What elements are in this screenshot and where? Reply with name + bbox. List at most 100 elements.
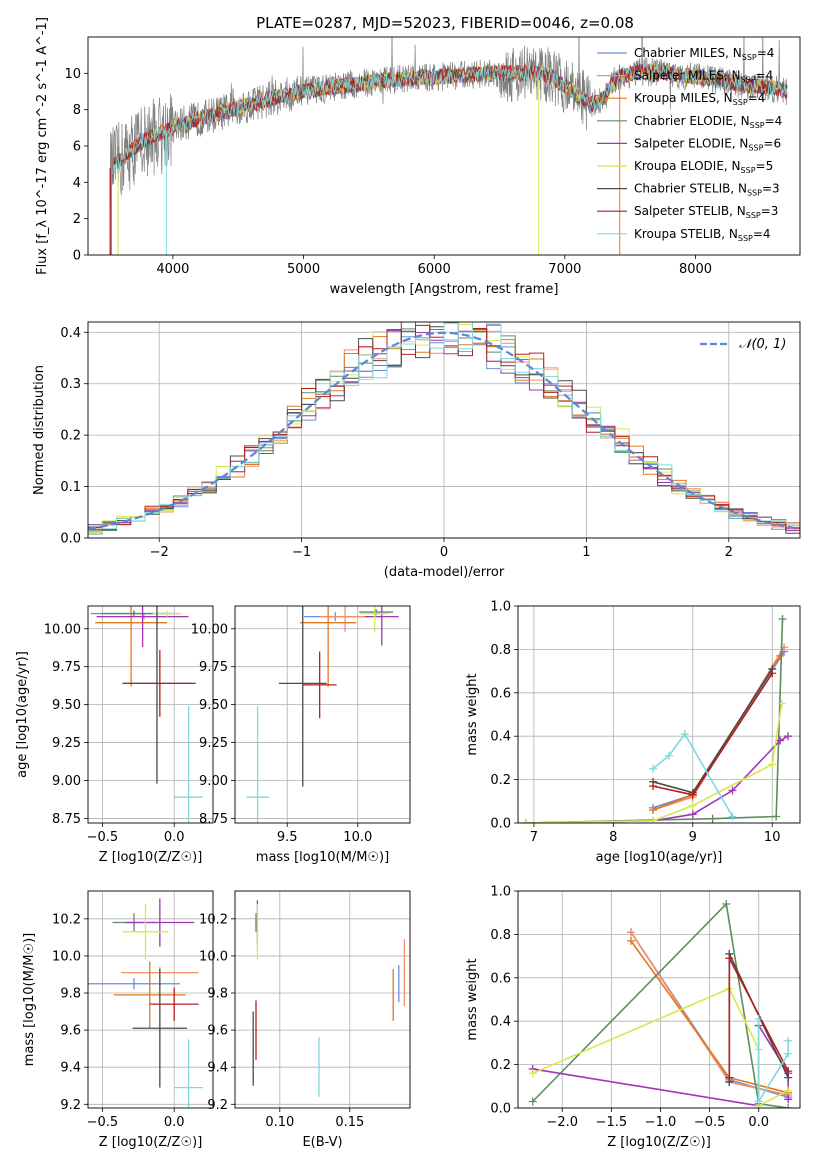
x-tick-label: 9 — [689, 830, 697, 845]
plot-area — [521, 615, 793, 823]
x-tick-label: 5000 — [287, 262, 320, 277]
x-tick-label: −1.0 — [645, 1115, 677, 1130]
legend-entry: Chabrier STELIB, NSSP=3 — [634, 182, 780, 198]
axes-frame — [87, 890, 214, 1109]
y-tick-label: 10 — [64, 67, 81, 82]
y-tick-label: 6 — [73, 140, 81, 155]
y-axis-label: Flux [f_λ 10^-17 erg cm^-2 s^-1 A^-1] — [35, 17, 50, 275]
weight-marker — [722, 900, 731, 909]
weight-marker — [768, 760, 777, 769]
y-tick-label: 10.0 — [199, 949, 228, 964]
x-tick-label: 4000 — [156, 262, 189, 277]
weight-series-line — [757, 1019, 789, 1105]
y-tick-label: 9.75 — [199, 660, 228, 675]
weight-marker — [776, 736, 785, 745]
weight-marker — [528, 1097, 537, 1106]
y-tick-label: 4 — [73, 176, 81, 191]
weight-marker — [649, 816, 658, 823]
weight-marker — [772, 812, 781, 821]
y-tick-label: 9.25 — [199, 736, 228, 751]
y-tick-label: 10.2 — [199, 912, 228, 927]
weight-marker — [784, 1049, 793, 1058]
y-tick-label: 9.00 — [52, 774, 81, 789]
normal-distribution-curve — [88, 331, 798, 531]
panel-mass_vs_Z: −0.5 0.0 9.2 9.4 9.6 9.8 10.0 10.2 Z [log10(Z/Z☉… — [22, 890, 214, 1150]
weight-marker — [725, 954, 734, 963]
axes-frame — [87, 321, 801, 539]
y-tick-label: 0.6 — [490, 686, 511, 701]
x-tick-label: 0.0 — [164, 830, 185, 845]
plot-area — [252, 900, 406, 1097]
x-axis-label: mass [log10(M/M☉)] — [256, 850, 389, 865]
y-axis-label: mass weight — [465, 673, 480, 755]
model-spectrum-line — [112, 63, 788, 175]
legend-entry: Kroupa STELIB, NSSP=4 — [634, 227, 771, 243]
x-tick-label: 0.10 — [265, 1115, 294, 1130]
x-tick-label: 0.15 — [335, 1115, 364, 1130]
axes-frame — [87, 36, 801, 256]
weight-marker — [784, 1067, 793, 1076]
panel-residuals: −2 −1 0 1 2 0.0 0.1 0.2 0.3 0.4 (data-model)/error… — [32, 321, 801, 580]
y-tick-label: 9.75 — [52, 660, 81, 675]
y-tick-label: 0.2 — [60, 429, 81, 444]
weight-marker — [649, 782, 658, 791]
legend-entry: Salpeter STELIB, NSSP=3 — [634, 204, 778, 220]
weight-marker — [754, 1097, 763, 1106]
y-axis-label: Normed distribution — [32, 365, 47, 495]
y-tick-label: 0.2 — [490, 1058, 511, 1073]
panel-spectrum: 4000 5000 6000 7000 8000 0 2 4 6 8 10 wavelength [A… — [35, 17, 801, 297]
axes-frame — [234, 605, 411, 824]
y-tick-label: 8.75 — [199, 812, 228, 827]
axes-frame — [234, 890, 411, 1109]
x-tick-label: 10 — [764, 830, 781, 845]
x-axis-label: wavelength [Angstrom, rest frame] — [330, 282, 559, 297]
axes-frame — [87, 605, 214, 824]
weight-marker — [784, 1086, 793, 1095]
y-tick-label: 9.4 — [60, 1061, 81, 1076]
weight-marker — [728, 786, 737, 795]
y-tick-label: 10.0 — [52, 949, 81, 964]
x-tick-label: −0.5 — [87, 830, 119, 845]
x-tick-label: −1 — [292, 545, 311, 560]
panel-mass_vs_EBV: 0.10 0.15 9.2 9.4 9.6 9.8 10.0 10.2 E(B-V) — [199, 890, 411, 1150]
y-tick-label: 0.4 — [490, 730, 511, 745]
figure-title: PLATE=0287, MJD=52023, FIBERID=0046, z=0… — [256, 14, 634, 32]
weight-marker — [728, 812, 737, 821]
y-tick-label: 0.0 — [60, 532, 81, 547]
legend-entry: Salpeter MILES, NSSP=4 — [634, 69, 773, 85]
x-tick-label: 0 — [440, 545, 448, 560]
y-tick-label: 9.4 — [207, 1061, 228, 1076]
plot-area — [246, 606, 399, 823]
plot-area — [88, 322, 800, 538]
weight-marker — [768, 669, 777, 678]
x-axis-label: (data-model)/error — [384, 565, 505, 580]
x-tick-label: 6000 — [418, 262, 451, 277]
weight-marker — [708, 814, 717, 823]
y-tick-label: 9.50 — [52, 698, 81, 713]
y-tick-label: 9.2 — [207, 1098, 228, 1113]
x-axis-label: E(B-V) — [302, 1135, 342, 1150]
y-tick-label: 0.3 — [60, 377, 81, 392]
weight-marker — [521, 819, 530, 823]
y-tick-label: 9.8 — [60, 987, 81, 1002]
y-tick-label: 9.25 — [52, 736, 81, 751]
weight-marker — [688, 790, 697, 799]
weight-marker — [776, 651, 785, 660]
y-tick-label: 1.0 — [490, 885, 511, 900]
panel-age_vs_mass: 9.5 10.0 8.75 9.00 9.25 9.50 9.75 10.00 mass [lo… — [191, 605, 411, 865]
panel-weight_vs_Z: −2.0 −1.5 −1.0 −0.5 0.0 0.0 0.2 0.4 0.6 0.8 1.0 Z [… — [465, 885, 801, 1150]
panel-age_vs_Z: −0.5 0.0 8.75 9.00 9.25 9.50 9.75 10.00 Z [log10… — [15, 605, 214, 865]
x-tick-label: 1 — [582, 545, 590, 560]
weight-marker — [528, 1069, 537, 1078]
legend-entry: Chabrier MILES, NSSP=4 — [634, 46, 774, 62]
y-tick-label: 9.50 — [199, 698, 228, 713]
x-axis-label: Z [log10(Z/Z☉)] — [607, 1135, 711, 1150]
y-tick-label: 8.75 — [52, 812, 81, 827]
x-axis-label: Z [log10(Z/Z☉)] — [99, 1135, 203, 1150]
y-tick-label: 0.0 — [490, 817, 511, 832]
y-tick-label: 9.8 — [207, 987, 228, 1002]
y-tick-label: 0 — [73, 249, 81, 264]
y-tick-label: 0.8 — [490, 643, 511, 658]
x-tick-label: 8000 — [679, 262, 712, 277]
